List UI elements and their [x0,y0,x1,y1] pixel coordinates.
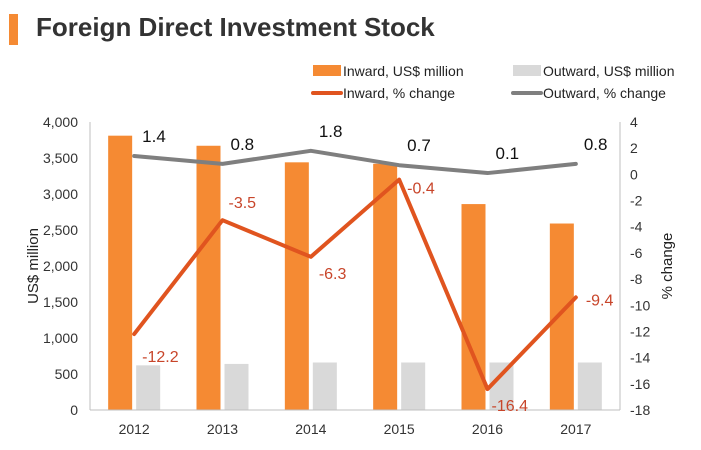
y-right-tick-label: -10 [630,297,650,313]
inward-bar-2015 [373,163,398,410]
chart-title: Foreign Direct Investment Stock [36,12,435,42]
outward-pct-data-label: 0.8 [231,135,255,154]
legend-label: Inward, % change [343,85,455,101]
inward-bar-2013 [196,145,221,410]
x-tick-label: 2015 [384,421,415,437]
inward-pct-data-label: -3.5 [229,195,257,212]
x-tick-label: 2014 [295,421,326,437]
legend-label: Inward, US$ million [343,63,464,79]
inward-pct-data-label: -0.4 [407,181,435,198]
y-left-tick-label: 4,000 [43,114,78,130]
outward-bar-2013 [224,363,249,410]
title-accent-bar [9,14,18,45]
outward-pct-data-label: 0.7 [407,136,431,155]
y-left-axis-title: US$ million [25,228,42,304]
outward-pct-change-line [132,148,578,176]
y-right-tick-label: 4 [630,114,638,130]
outward-bar-2015 [401,362,426,410]
y-right-tick-label: -14 [630,350,650,366]
y-right-tick-label: -2 [630,193,643,209]
outward-pct-data-label: 1.4 [142,127,166,146]
y-right-tick-label: -4 [630,219,643,235]
x-tick-label: 2017 [560,421,591,437]
x-tick-label: 2012 [119,421,150,437]
outward-bar-2014 [312,362,337,410]
outward-pct-data-label: 0.1 [496,144,520,163]
y-left-tick-label: 3,500 [43,150,78,166]
inward-pct-data-label: -16.4 [492,398,529,415]
y-right-tick-label: 0 [630,166,638,182]
y-right-tick-label: -8 [630,271,643,287]
inward-pct-data-label: -6.3 [319,266,347,283]
y-right-tick-label: -12 [630,323,650,339]
inward-bar-2012 [108,135,133,410]
y-right-tick-label: -16 [630,376,650,392]
inward-bar-2014 [284,162,309,410]
y-left-tick-label: 2,500 [43,222,78,238]
legend-label: Outward, % change [543,85,666,101]
y-right-axis-title: % change [659,233,676,300]
inward-pct-data-label: -12.2 [142,349,179,366]
legend-swatch-inward-bar [313,65,341,76]
y-left-tick-label: 2,000 [43,258,78,274]
legend-swatch-outward-bar [513,65,541,76]
inward-pct-change-line [132,177,578,392]
outward-bar-2016 [489,362,514,410]
inward-bar-2017 [549,223,574,410]
outward-bar-2012 [136,365,161,410]
outward-pct-data-label: 0.8 [584,135,608,154]
x-tick-label: 2016 [472,421,503,437]
inward-pct-data-label: -9.4 [586,292,614,309]
y-right-tick-label: -18 [630,402,650,418]
y-left-tick-label: 0 [70,402,78,418]
outward-pct-data-label: 1.8 [319,122,343,141]
y-left-tick-label: 3,000 [43,186,78,202]
legend-label: Outward, US$ million [543,63,675,79]
x-tick-label: 2013 [207,421,238,437]
y-right-tick-label: 2 [630,140,638,156]
y-right-tick-label: -6 [630,245,643,261]
y-left-tick-label: 500 [55,366,79,382]
outward-bar-2017 [577,362,602,410]
y-left-tick-label: 1,500 [43,294,78,310]
y-left-tick-label: 1,000 [43,330,78,346]
